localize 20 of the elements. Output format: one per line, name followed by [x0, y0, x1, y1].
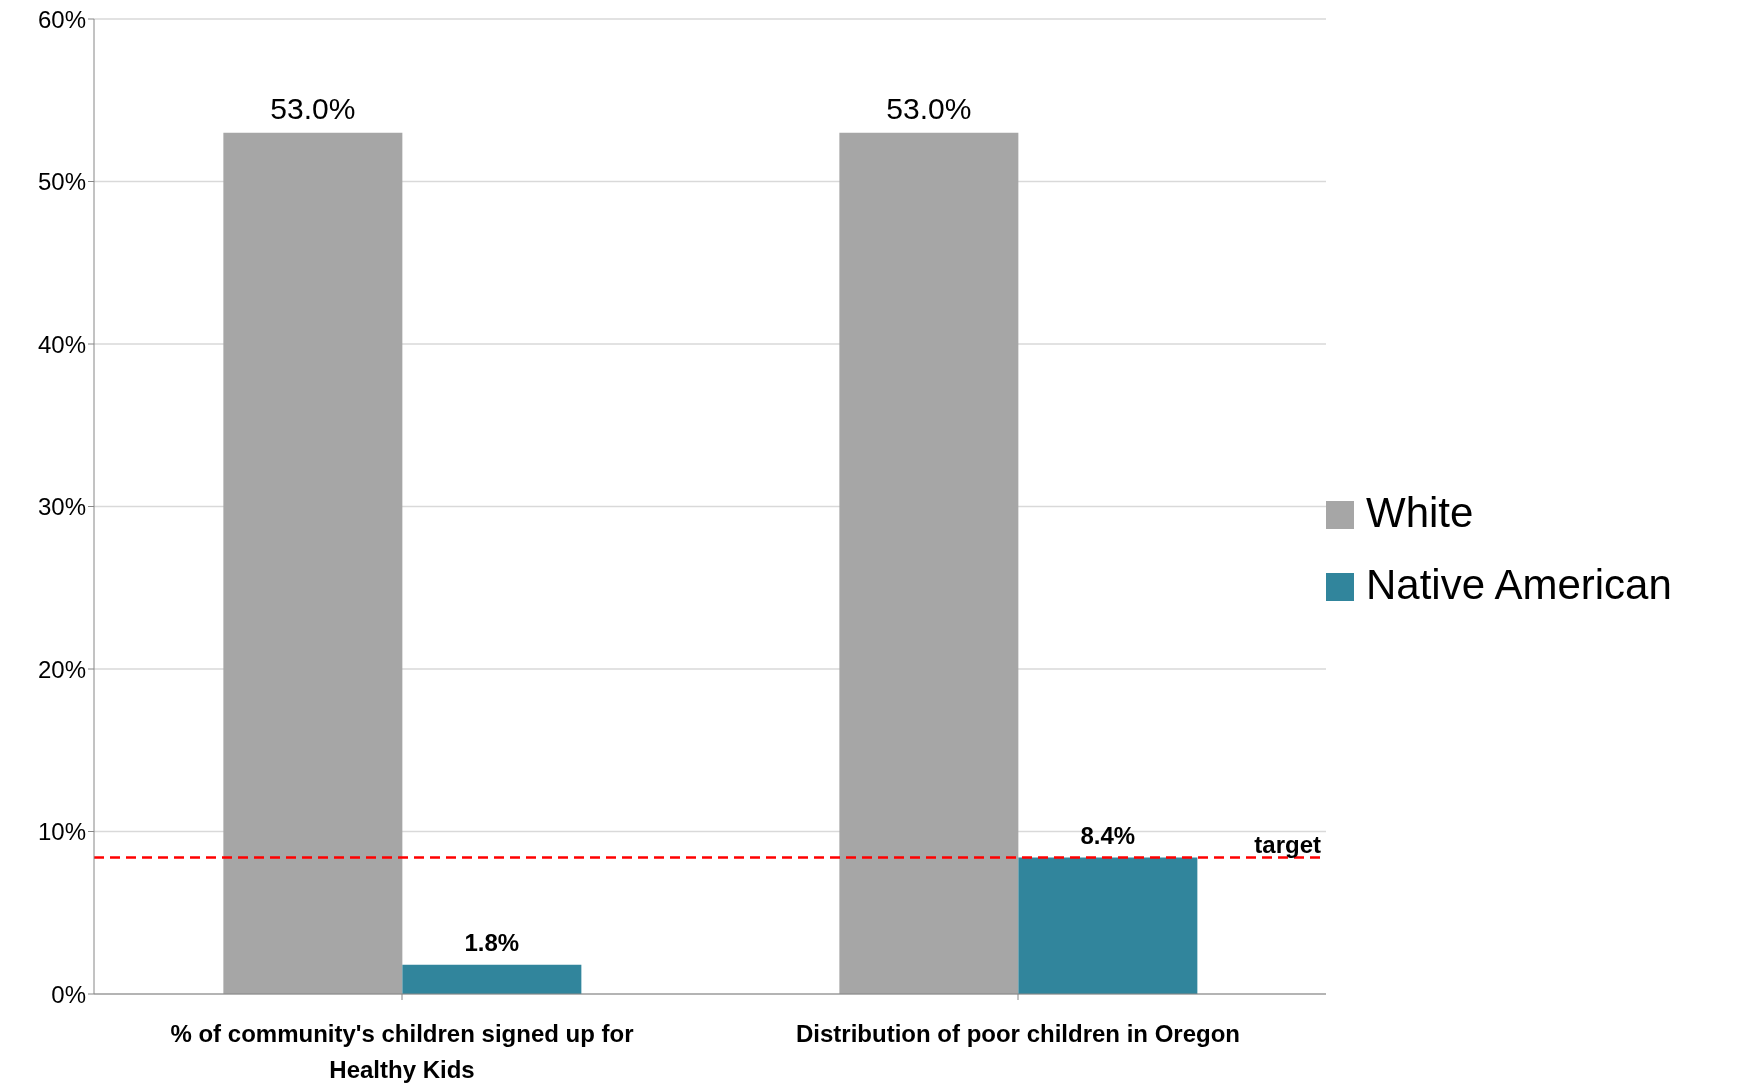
data-label: 53.0% — [886, 91, 972, 125]
data-label: 1.8% — [464, 928, 520, 956]
y-tick-label: 10% — [37, 818, 86, 846]
bar — [223, 132, 403, 994]
data-label: 8.4% — [1080, 821, 1136, 849]
y-tick-label: 30% — [37, 493, 86, 521]
data-label: 53.0% — [270, 91, 356, 125]
legend-label: Native American — [1366, 560, 1672, 608]
legend-label: White — [1366, 488, 1474, 536]
y-tick-label: 0% — [51, 980, 86, 1008]
bar — [402, 964, 582, 994]
y-tick-label: 60% — [37, 5, 86, 33]
bar — [1018, 857, 1198, 994]
bar — [839, 132, 1019, 994]
y-tick-label: 40% — [37, 330, 86, 358]
y-tick-label: 50% — [37, 168, 86, 196]
x-tick-label: % of community's children signed up for Healthy Kids — [170, 1020, 634, 1083]
x-tick-label: Distribution of poor children in Oregon — [796, 1020, 1240, 1047]
y-tick-label: 20% — [37, 655, 86, 683]
ref-line-label: target — [1254, 830, 1321, 858]
